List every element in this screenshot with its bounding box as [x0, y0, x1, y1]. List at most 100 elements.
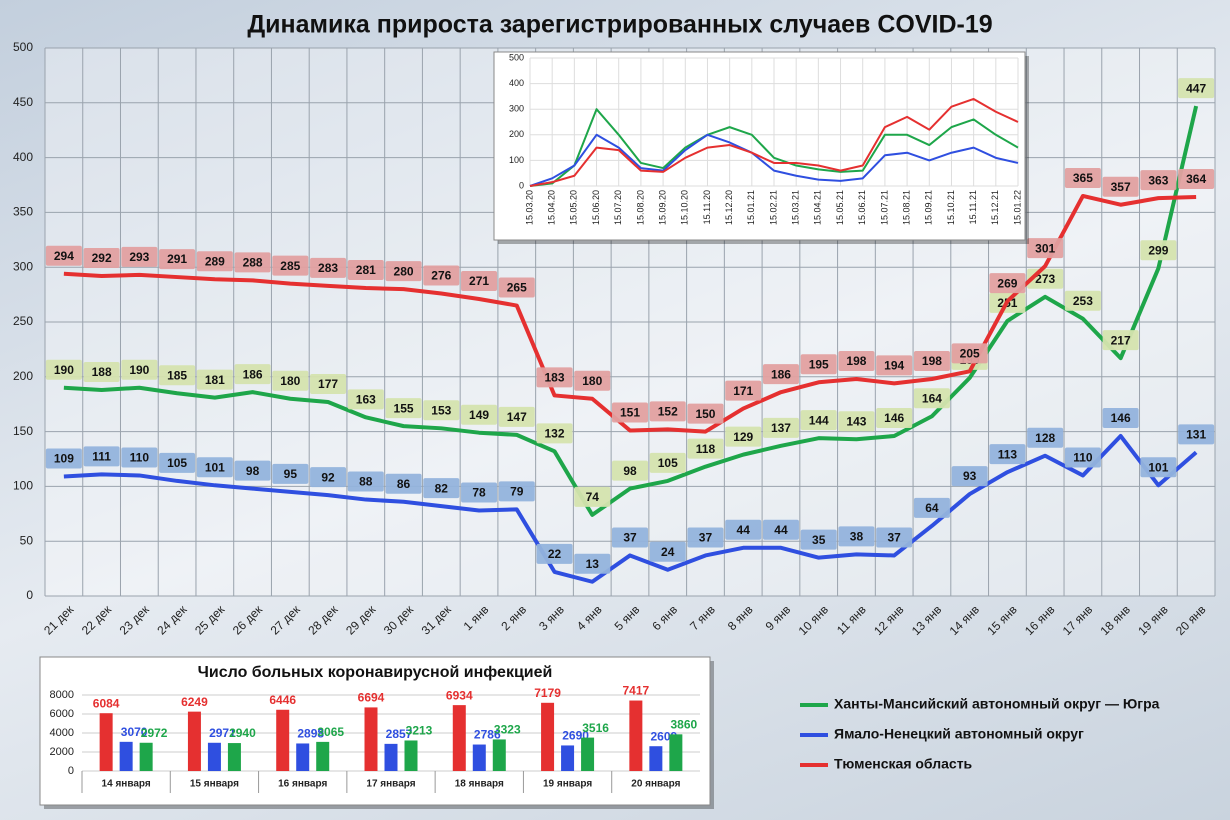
data-label: 35 — [812, 533, 826, 547]
x-tick-label: 15.07.20 — [613, 190, 623, 225]
bar — [669, 734, 683, 771]
label-box — [159, 249, 196, 270]
label-box — [1027, 427, 1064, 448]
data-label: 2972 — [141, 726, 168, 740]
data-label: 163 — [356, 393, 376, 407]
data-label: 78 — [472, 486, 486, 500]
label-box — [800, 410, 837, 431]
label-box — [762, 519, 799, 540]
data-label: 177 — [318, 377, 338, 391]
data-label: 110 — [1073, 451, 1093, 465]
data-label: 181 — [205, 373, 225, 387]
label-box — [45, 245, 82, 266]
x-tick-label: 9 янв — [763, 602, 794, 633]
x-tick-label: 29 дек — [343, 602, 379, 638]
x-tick-label: 4 янв — [574, 602, 605, 633]
y-tick-label: 0 — [26, 588, 33, 602]
label-box — [461, 404, 498, 425]
data-label: 82 — [435, 481, 449, 495]
label-box — [1178, 169, 1215, 190]
label-box — [536, 423, 573, 444]
label-box — [725, 519, 762, 540]
data-label: 291 — [167, 252, 187, 266]
x-tick-label: 27 дек — [268, 602, 304, 638]
bar — [629, 700, 643, 771]
x-tick-label: 15 янв — [984, 602, 1019, 637]
label-box — [838, 350, 875, 371]
bar — [581, 737, 595, 771]
data-label: 38 — [850, 530, 864, 544]
x-tick-label: 15.09.20 — [657, 190, 667, 225]
x-tick-label: 15.11.21 — [968, 190, 978, 224]
data-label: 190 — [129, 363, 149, 377]
x-tick-label: 15.05.21 — [835, 190, 845, 225]
y-tick-label: 6000 — [50, 708, 74, 720]
data-label: 37 — [623, 531, 637, 545]
label-box — [310, 374, 347, 395]
label-box — [574, 486, 611, 507]
data-label: 88 — [359, 475, 373, 489]
data-label: 6249 — [181, 695, 208, 709]
series-line — [529, 97, 1019, 187]
x-tick-label: 15.10.20 — [680, 190, 690, 225]
bar — [207, 742, 221, 771]
label-box — [461, 482, 498, 503]
series-line — [529, 133, 1019, 187]
y-tick-label: 150 — [13, 424, 33, 438]
label-box — [876, 407, 913, 428]
data-label: 301 — [1035, 241, 1055, 255]
label-box — [1102, 176, 1139, 197]
data-label: 357 — [1111, 180, 1131, 194]
data-label: 153 — [431, 403, 451, 417]
label-box — [1178, 424, 1215, 445]
label-box — [196, 457, 233, 478]
x-tick-label: 30 дек — [381, 602, 417, 638]
label-box — [83, 247, 120, 268]
label-box — [876, 527, 913, 548]
y-tick-label: 500 — [509, 52, 524, 62]
label-box — [159, 365, 196, 386]
data-label: 144 — [809, 413, 829, 427]
x-tick-label: 13 янв — [909, 602, 944, 637]
data-label: 44 — [737, 523, 751, 537]
data-label: 285 — [280, 259, 300, 273]
y-tick-label: 4000 — [50, 727, 74, 739]
data-label: 105 — [167, 456, 187, 470]
x-tick-label: 15.04.20 — [547, 190, 557, 225]
y-tick-label: 50 — [20, 533, 34, 547]
data-label: 283 — [318, 261, 338, 275]
label-box — [574, 553, 611, 574]
data-label: 6694 — [358, 691, 385, 705]
data-label: 271 — [469, 274, 489, 288]
data-label: 180 — [280, 374, 300, 388]
data-label: 128 — [1035, 431, 1055, 445]
label-box — [913, 350, 950, 371]
label-box — [687, 403, 724, 424]
label-box — [347, 471, 384, 492]
data-label: 3070 — [121, 725, 148, 739]
label-box — [45, 448, 82, 469]
y-tick-label: 450 — [13, 95, 33, 109]
label-box — [725, 426, 762, 447]
bar — [452, 705, 466, 771]
data-label: 171 — [733, 384, 753, 398]
data-label: 118 — [696, 442, 716, 456]
x-tick-label: 15.08.21 — [901, 190, 911, 225]
label-box — [687, 527, 724, 548]
data-label: 146 — [884, 411, 904, 425]
label-box — [498, 277, 535, 298]
label-box — [121, 447, 158, 468]
data-label: 265 — [507, 281, 527, 295]
x-tick-label: 3 янв — [536, 602, 567, 633]
label-box — [838, 411, 875, 432]
label-box — [913, 388, 950, 409]
data-label: 6446 — [269, 693, 296, 707]
x-tick-label: 22 дек — [79, 602, 115, 638]
label-box — [951, 466, 988, 487]
label-box — [272, 255, 309, 276]
y-tick-label: 200 — [509, 129, 524, 139]
label-box — [612, 402, 648, 423]
label-box — [272, 463, 309, 484]
x-tick-label: 19 января — [543, 779, 592, 790]
data-label: 150 — [695, 407, 715, 421]
